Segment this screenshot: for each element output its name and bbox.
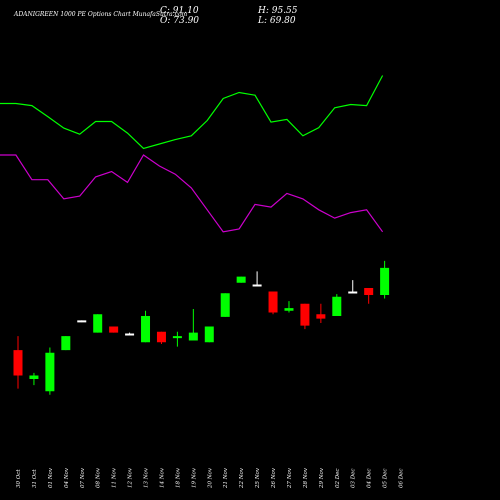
- candle: [45, 347, 55, 395]
- high-readout: H: 95.55: [258, 6, 298, 16]
- candle: [252, 271, 262, 287]
- x-tick-label: 21 Nov: [223, 467, 229, 489]
- x-tick-label: 20 Nov: [207, 467, 213, 489]
- candle: [284, 301, 294, 313]
- candle-body: [61, 336, 71, 351]
- candle-body: [45, 352, 55, 392]
- candle: [364, 288, 374, 304]
- candle: [13, 336, 23, 389]
- close-readout: C: 91.10: [160, 6, 199, 16]
- candle-body: [141, 316, 151, 343]
- candle: [61, 336, 71, 351]
- x-tick-label: 28 Nov: [303, 467, 309, 489]
- candle-body: [156, 331, 166, 343]
- candle-body: [109, 326, 119, 333]
- candle: [332, 294, 342, 316]
- candle-body: [236, 276, 246, 283]
- indicator-line-2: [0, 154, 384, 233]
- chart-title: ADANIGREEN 1000 PE Options Chart MunafaS…: [14, 11, 188, 18]
- x-tick-label: 18 Nov: [175, 467, 181, 488]
- candle-body: [252, 284, 262, 287]
- candle-body: [364, 288, 374, 295]
- candle-body: [204, 326, 214, 343]
- x-tick-label: 01 Nov: [48, 467, 54, 488]
- candle-body: [172, 336, 182, 339]
- x-tick-label: 04 Nov: [64, 467, 70, 488]
- candle-body: [332, 296, 342, 316]
- x-tick-label: 06 Dec: [399, 469, 405, 489]
- candle-body: [125, 333, 135, 336]
- candle: [300, 303, 310, 330]
- x-tick-label: 07 Nov: [80, 467, 86, 488]
- candle: [220, 293, 230, 317]
- candle-body: [380, 267, 390, 295]
- x-tick-label: 12 Nov: [128, 467, 134, 488]
- x-tick-label: 03 Dec: [351, 469, 357, 489]
- candle: [141, 310, 151, 343]
- x-tick-label: 22 Nov: [239, 467, 245, 489]
- x-tick-label: 30 Oct: [16, 469, 22, 488]
- candle: [348, 280, 358, 294]
- candle: [380, 260, 390, 299]
- candle: [188, 309, 198, 341]
- candle: [204, 326, 214, 343]
- candle-body: [93, 314, 103, 333]
- candle: [77, 320, 87, 323]
- x-tick-label: 25 Nov: [255, 467, 261, 489]
- x-tick-label: 13 Nov: [144, 467, 150, 488]
- candle: [109, 326, 119, 333]
- candle: [156, 331, 166, 344]
- x-tick-label: 19 Nov: [191, 467, 197, 488]
- candle: [268, 291, 278, 315]
- x-tick-label: 05 Dec: [383, 469, 389, 489]
- x-tick-label: 26 Nov: [271, 467, 277, 489]
- candle-body: [348, 291, 358, 294]
- x-tick-label: 31 Oct: [32, 469, 38, 488]
- indicator-line-1: [0, 75, 384, 150]
- candle-body: [188, 332, 198, 341]
- candle-body: [29, 375, 39, 379]
- x-tick-label: 14 Nov: [159, 467, 165, 488]
- candle-body: [316, 314, 326, 319]
- candle: [93, 314, 103, 333]
- candle-body: [220, 293, 230, 317]
- candle: [236, 276, 246, 283]
- x-tick-label: 11 Nov: [112, 467, 118, 488]
- candle-body: [13, 350, 23, 376]
- candle-body: [284, 308, 294, 311]
- x-tick-label: 29 Nov: [319, 467, 325, 489]
- low-readout: L: 69.80: [258, 16, 296, 26]
- candle: [29, 372, 39, 386]
- candle: [316, 303, 326, 323]
- open-readout: O: 73.90: [160, 16, 200, 26]
- x-tick-label: 27 Nov: [287, 467, 293, 489]
- candle-body: [300, 303, 310, 326]
- x-tick-label: 02 Dec: [335, 469, 341, 489]
- candle-body: [77, 320, 87, 323]
- candle: [125, 332, 135, 336]
- x-tick-label: 08 Nov: [96, 467, 102, 488]
- candle-body: [268, 291, 278, 313]
- x-tick-label: 04 Dec: [367, 469, 373, 489]
- candle: [172, 331, 182, 347]
